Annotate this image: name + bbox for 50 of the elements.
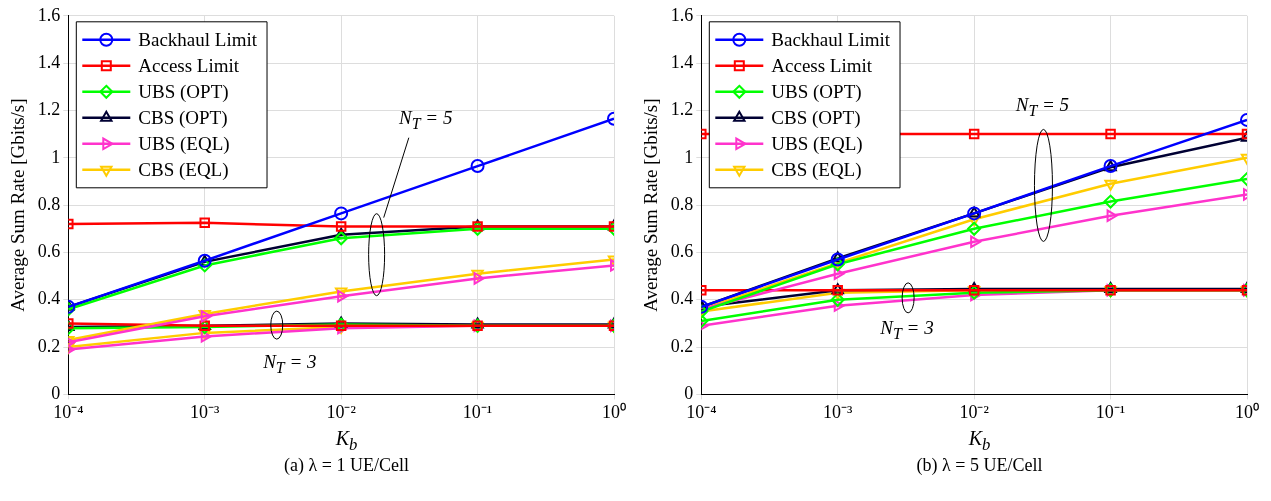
annotation: N$_{T}$ = 5: [399, 107, 453, 134]
x-tick-label: 10⁻²: [326, 401, 356, 422]
y-tick-label: 1.2: [670, 99, 694, 120]
y-tick-label: 0.4: [670, 288, 694, 309]
y-tick-label: 0.6: [37, 241, 61, 262]
x-tick-label: 10⁻³: [190, 401, 221, 422]
y-tick-label: 0.6: [670, 241, 694, 262]
y-tick-label: 0.4: [37, 288, 61, 309]
annotation: N$_{T}$ = 5: [1015, 94, 1070, 120]
x-tick-label: 10⁻¹: [1095, 401, 1126, 422]
x-tick-label: 10⁻¹: [462, 401, 493, 422]
legend-label: Backhaul Limit: [138, 28, 258, 50]
x-axis-title: K$_{b}$: [967, 427, 992, 455]
annotation: N$_{T}$ = 3: [263, 351, 317, 378]
x-tick-label: 10⁰: [1235, 401, 1259, 422]
y-tick-label: 0.8: [37, 193, 61, 214]
legend-label: CBS (EQL): [138, 158, 229, 181]
legend-label: CBS (OPT): [138, 106, 228, 129]
x-tick-label: 10⁻⁴: [686, 401, 717, 422]
y-axis-title: Average Sum Rate [Gbits/s]: [640, 98, 662, 312]
y-tick-label: 1.4: [37, 51, 61, 72]
legend-label: UBS (OPT): [771, 80, 862, 103]
y-tick-label: 0.8: [670, 193, 694, 214]
legend-label: Backhaul Limit: [771, 28, 891, 50]
legend-label: UBS (EQL): [138, 132, 230, 155]
y-tick-label: 1.6: [37, 4, 61, 25]
y-tick-label: 0: [684, 383, 694, 404]
x-axis-title: K$_{b}$: [334, 427, 359, 455]
y-tick-label: 1: [51, 146, 61, 167]
annotation: N$_{T}$ = 3: [880, 317, 934, 343]
legend-label: Access Limit: [771, 54, 873, 76]
legend-label: CBS (OPT): [771, 106, 861, 129]
x-tick-label: 10⁻²: [959, 401, 989, 422]
x-tick-label: 10⁻⁴: [53, 401, 84, 422]
y-tick-label: 0.2: [37, 335, 61, 356]
x-tick-label: 10⁻³: [823, 401, 854, 422]
y-tick-label: 1: [684, 146, 694, 167]
y-tick-label: 1.4: [670, 51, 694, 72]
y-axis-title: Average Sum Rate [Gbits/s]: [7, 98, 29, 312]
y-tick-label: 1.6: [670, 4, 694, 25]
y-tick-label: 1.2: [37, 99, 61, 120]
legend-label: UBS (EQL): [771, 132, 863, 155]
text: (b) λ = 5 UE/Cell: [915, 455, 1044, 476]
legend-label: UBS (OPT): [138, 80, 229, 103]
legend-label: CBS (EQL): [771, 158, 862, 181]
y-tick-label: 0.2: [670, 335, 694, 356]
text: (a) λ = 1 UE/Cell: [283, 455, 410, 476]
legend-label: Access Limit: [138, 54, 240, 76]
x-tick-label: 10⁰: [602, 401, 626, 422]
y-tick-label: 0: [51, 383, 61, 404]
